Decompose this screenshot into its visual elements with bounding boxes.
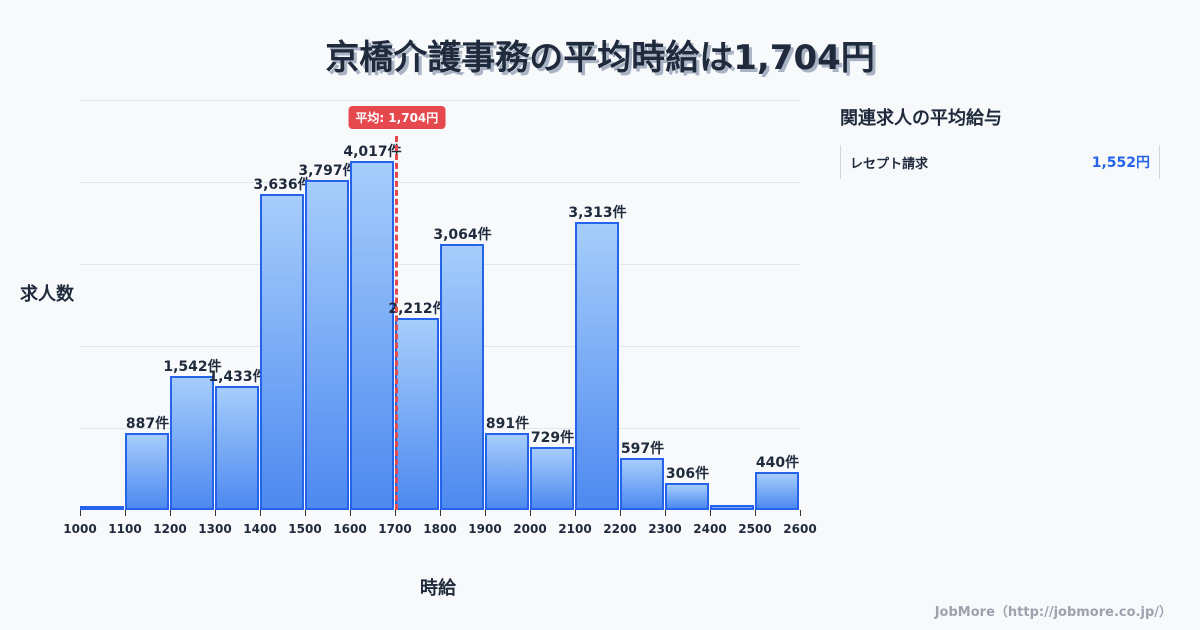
bar-value-label: 440件 bbox=[755, 454, 800, 471]
x-tick bbox=[260, 510, 261, 516]
histogram-bar[interactable] bbox=[620, 458, 664, 510]
related-job-name: レセプト請求 bbox=[850, 156, 929, 172]
histogram-bar[interactable] bbox=[440, 243, 484, 510]
histogram-bar[interactable] bbox=[125, 432, 169, 510]
x-tick-label: 1500 bbox=[288, 522, 322, 536]
bar-value-label: 729件 bbox=[530, 429, 575, 446]
x-tick-label: 1800 bbox=[423, 522, 457, 536]
bar-value-label: 887件 bbox=[125, 415, 170, 432]
bar-value-label: 891件 bbox=[485, 415, 530, 432]
x-tick bbox=[350, 510, 351, 516]
x-tick-label: 2400 bbox=[693, 522, 727, 536]
x-tick bbox=[395, 510, 396, 516]
x-tick-label: 1000 bbox=[63, 522, 97, 536]
x-tick-label: 2300 bbox=[648, 522, 682, 536]
x-tick bbox=[485, 510, 486, 516]
x-axis-label: 時給 bbox=[420, 578, 456, 599]
x-tick-label: 2100 bbox=[558, 522, 592, 536]
histogram-bar[interactable] bbox=[215, 385, 259, 510]
histogram-bar[interactable] bbox=[350, 161, 394, 510]
footer-credit: JobMore（http://jobmore.co.jp/） bbox=[934, 605, 1172, 620]
x-tick bbox=[620, 510, 621, 516]
x-tick-label: 1700 bbox=[378, 522, 412, 536]
x-tick bbox=[710, 510, 711, 516]
average-line bbox=[395, 136, 399, 510]
x-tick-label: 2200 bbox=[603, 522, 637, 536]
bar-value-label: 1,433件 bbox=[208, 368, 267, 385]
x-tick-label: 2600 bbox=[783, 522, 817, 536]
x-tick bbox=[170, 510, 171, 516]
bar-value-label: 3,313件 bbox=[568, 205, 627, 222]
x-tick bbox=[800, 510, 801, 516]
x-tick bbox=[575, 510, 576, 516]
x-tick bbox=[125, 510, 126, 516]
gridline bbox=[80, 100, 800, 101]
x-tick-label: 1100 bbox=[108, 522, 142, 536]
y-axis-label: 求人数 bbox=[20, 284, 74, 305]
histogram-bar[interactable] bbox=[170, 376, 214, 510]
x-tick-label: 1300 bbox=[198, 522, 232, 536]
bar-value-label: 3,064件 bbox=[433, 226, 492, 243]
bar-value-label: 597件 bbox=[620, 441, 665, 458]
histogram-bar[interactable] bbox=[305, 180, 349, 510]
x-tick bbox=[440, 510, 441, 516]
page-title: 京橋介護事務の平均時給は1,704円 bbox=[325, 38, 875, 78]
x-tick-label: 1600 bbox=[333, 522, 367, 536]
bar-value-label: 2,212件 bbox=[388, 300, 447, 317]
x-tick bbox=[530, 510, 531, 516]
histogram-bar[interactable] bbox=[755, 471, 799, 510]
x-tick bbox=[215, 510, 216, 516]
histogram-bar[interactable] bbox=[530, 446, 574, 510]
x-tick-label: 2000 bbox=[513, 522, 547, 536]
histogram-chart: 887件 1,542件 1,433件 3,636件 3,797件 4,017件 2,212件… bbox=[63, 100, 817, 536]
histogram-bar[interactable] bbox=[395, 317, 439, 510]
x-tick-label: 1900 bbox=[468, 522, 502, 536]
bar-value-label: 4,017件 bbox=[343, 144, 402, 161]
bar-value-label: 3,797件 bbox=[298, 163, 357, 180]
histogram-bar[interactable] bbox=[575, 222, 619, 510]
histogram-bar[interactable] bbox=[80, 506, 124, 510]
bar-value-label: 1,542件 bbox=[163, 359, 222, 376]
histogram-bar[interactable] bbox=[665, 483, 709, 510]
related-job-item[interactable]: レセプト請求 1,552円 bbox=[840, 145, 1160, 179]
x-tick bbox=[305, 510, 306, 516]
related-jobs-title: 関連求人の平均給与 bbox=[840, 108, 1002, 129]
x-tick bbox=[665, 510, 666, 516]
x-tick-label: 2500 bbox=[738, 522, 772, 536]
gridline bbox=[80, 182, 800, 183]
bar-value-label: 3,636件 bbox=[253, 177, 312, 194]
average-badge: 平均: 1,704円 bbox=[348, 106, 446, 129]
x-tick bbox=[755, 510, 756, 516]
x-tick-label: 1200 bbox=[153, 522, 187, 536]
histogram-bar[interactable] bbox=[485, 432, 529, 510]
bar-value-label: 306件 bbox=[665, 466, 710, 483]
related-job-wage: 1,552円 bbox=[1091, 155, 1150, 171]
histogram-bar[interactable] bbox=[710, 505, 754, 510]
histogram-bar[interactable] bbox=[260, 194, 304, 510]
x-tick-label: 1400 bbox=[243, 522, 277, 536]
x-tick bbox=[80, 510, 81, 516]
